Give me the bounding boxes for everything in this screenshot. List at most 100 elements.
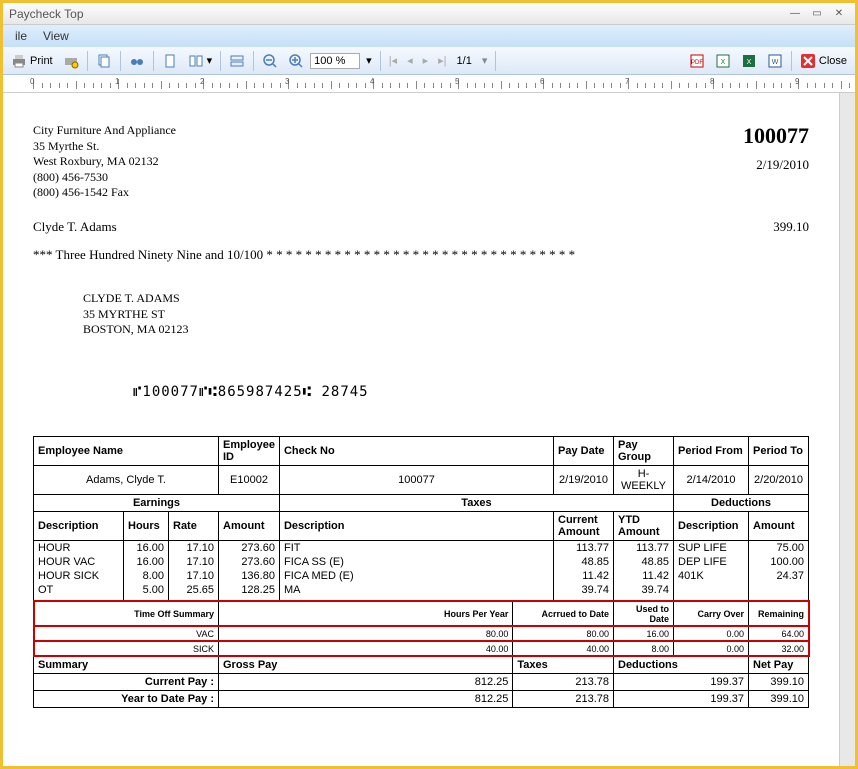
detail-row: HOUR16.0017.10273.60FIT113.77113.77SUP L… (34, 540, 809, 555)
col-amount: Amount (219, 511, 280, 540)
micr-line: ⑈100077⑈⑆865987425⑆ 28745 (133, 384, 809, 400)
col-period-from: Period From (674, 436, 749, 465)
summary-taxes: Taxes (513, 656, 614, 673)
col-ded-amount: Amount (749, 511, 809, 540)
print-label: Print (30, 55, 53, 67)
svg-text:X: X (721, 59, 726, 66)
toolbar-separator (253, 51, 254, 71)
svg-text:X: X (747, 59, 752, 66)
val-check-no: 100077 (279, 465, 553, 494)
toolbar-separator (153, 51, 154, 71)
mailing-address: CLYDE T. ADAMS 35 MYRTHE ST BOSTON, MA 0… (83, 291, 809, 338)
col-desc: Description (34, 511, 124, 540)
menu-file[interactable]: ile (7, 27, 35, 45)
zoom-in-icon (288, 53, 304, 69)
mail-name: CLYDE T. ADAMS (83, 291, 809, 307)
zoom-out-icon (262, 53, 278, 69)
page-dropdown[interactable]: ▾ (478, 54, 492, 67)
company-citystate: West Roxbury, MA 02132 (33, 154, 176, 170)
detail-row: OT5.0025.65128.25MA39.7439.74 (34, 583, 809, 597)
pay-stub: Employee Name Employee ID Check No Pay D… (33, 436, 809, 708)
close-button[interactable]: Close (796, 51, 851, 71)
col-period-to: Period To (749, 436, 809, 465)
company-fax: (800) 456-1542 Fax (33, 185, 176, 201)
app-window: Paycheck Top — ▭ ✕ ile View Print ▾ ▾ |◂… (0, 0, 858, 769)
first-page-button[interactable]: |◂ (385, 52, 401, 69)
company-street: 35 Myrthe St. (33, 139, 176, 155)
prev-page-button[interactable]: ◂ (403, 52, 417, 69)
find-button[interactable] (125, 51, 149, 71)
toolbar-separator (380, 51, 381, 71)
export-excel-button[interactable]: X (711, 51, 735, 71)
check-date: 2/19/2010 (743, 157, 809, 173)
taxes-header: Taxes (279, 494, 673, 511)
zoom-dropdown[interactable]: ▾ (362, 54, 376, 67)
summary-row: Current Pay :812.25213.78199.37399.10 (34, 673, 809, 690)
toolbar: Print ▾ ▾ |◂ ◂ ▸ ▸| 1/1 ▾ PDF X X W Clos… (3, 47, 855, 75)
company-name: City Furniture And Appliance (33, 123, 176, 139)
multi-page-icon (188, 53, 204, 69)
continuous-button[interactable] (225, 51, 249, 71)
summary-row: Year to Date Pay :812.25213.78199.37399.… (34, 690, 809, 707)
mail-street: 35 MYRTHE ST (83, 307, 809, 323)
page-indicator: 1/1 (453, 55, 476, 67)
zoom-in-button[interactable] (284, 51, 308, 71)
menu-view[interactable]: View (35, 27, 77, 45)
payee-line: Clyde T. Adams 399.10 (33, 219, 809, 235)
zoom-input[interactable] (310, 53, 360, 69)
horizontal-ruler: 0123456789 (3, 75, 855, 93)
copy-icon (96, 53, 112, 69)
last-page-button[interactable]: ▸| (434, 52, 450, 69)
close-label: Close (819, 55, 847, 67)
printer-gear-icon (63, 53, 79, 69)
col-ytd-amount: YTD Amount (614, 511, 674, 540)
mail-citystate: BOSTON, MA 02123 (83, 322, 809, 338)
timeoff-header-row: Time Off SummaryHours Per YearAcrrued to… (34, 601, 809, 626)
print-button[interactable]: Print (7, 51, 57, 71)
window-title: Paycheck Top (9, 7, 783, 21)
single-page-button[interactable] (158, 51, 182, 71)
export-excel2-button[interactable]: X (737, 51, 761, 71)
copy-button[interactable] (92, 51, 116, 71)
val-pay-date: 2/19/2010 (554, 465, 614, 494)
val-period-from: 2/14/2010 (674, 465, 749, 494)
toolbar-separator (495, 51, 496, 71)
timeoff-row: SICK40.0040.008.000.0032.00 (34, 641, 809, 656)
multi-page-button[interactable]: ▾ (184, 51, 217, 71)
col-check-no: Check No (279, 436, 553, 465)
summary-gross: Gross Pay (219, 656, 513, 673)
col-ded-desc: Description (674, 511, 749, 540)
letterhead: City Furniture And Appliance 35 Myrthe S… (33, 123, 809, 201)
detail-row: HOUR SICK8.0017.10136.80FICA MED (E)11.4… (34, 569, 809, 583)
stub-table: Employee Name Employee ID Check No Pay D… (33, 436, 809, 708)
toolbar-separator (120, 51, 121, 71)
col-emp-name: Employee Name (34, 436, 219, 465)
maximize-button[interactable]: ▭ (807, 7, 827, 21)
next-page-button[interactable]: ▸ (419, 52, 433, 69)
col-pay-date: Pay Date (554, 436, 614, 465)
col-rate: Rate (169, 511, 219, 540)
zoom-out-button[interactable] (258, 51, 282, 71)
export-pdf-button[interactable]: PDF (685, 51, 709, 71)
minimize-button[interactable]: — (785, 7, 805, 21)
col-curr-amount: Current Amount (554, 511, 614, 540)
summary-net: Net Pay (749, 656, 809, 673)
earnings-header: Earnings (34, 494, 280, 511)
summary-header-row: Summary Gross Pay Taxes Deductions Net P… (34, 656, 809, 673)
company-phone: (800) 456-7530 (33, 170, 176, 186)
print-setup-button[interactable] (59, 51, 83, 71)
excel-icon: X (715, 53, 731, 69)
word-icon: W (767, 53, 783, 69)
paycheck-document: City Furniture And Appliance 35 Myrthe S… (3, 93, 839, 738)
close-window-button[interactable]: ✕ (829, 7, 849, 21)
toolbar-separator (87, 51, 88, 71)
company-block: City Furniture And Appliance 35 Myrthe S… (33, 123, 176, 201)
check-number: 100077 (743, 123, 809, 149)
payee-name: Clyde T. Adams (33, 219, 117, 235)
vertical-scrollbar[interactable] (839, 93, 855, 766)
printer-icon (11, 53, 27, 69)
info-header-row: Employee Name Employee ID Check No Pay D… (34, 436, 809, 465)
check-number-block: 100077 2/19/2010 (743, 123, 809, 201)
col-emp-id: Employee ID (219, 436, 280, 465)
export-word-button[interactable]: W (763, 51, 787, 71)
